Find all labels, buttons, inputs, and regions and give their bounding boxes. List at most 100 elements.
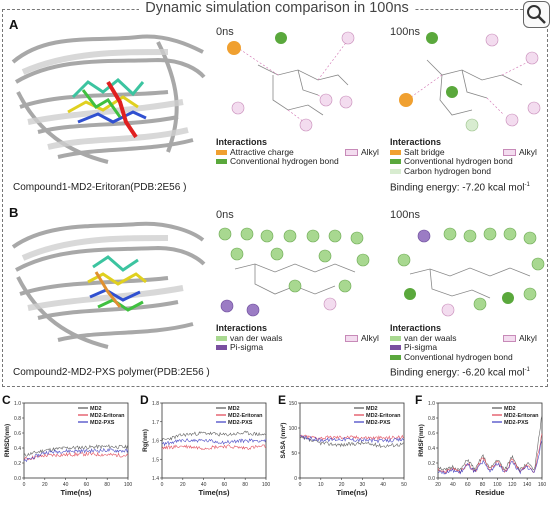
x-tick-label: 50 <box>401 482 407 488</box>
chart-f-letter: F <box>415 393 423 407</box>
legend-item: Pi-sigma <box>390 342 513 353</box>
legend-label: Conventional hydrogen bond <box>404 156 513 166</box>
x-tick-label: 100 <box>262 482 271 488</box>
legend-label: Carbon hydrogen bond <box>404 165 491 176</box>
x-tick-label: 80 <box>480 482 486 488</box>
legend-swatch <box>390 345 401 351</box>
legend-label: Pi-sigma <box>230 342 264 352</box>
panel-a-binding-energy: Binding energy: -7.20 kcal mol-1 <box>390 182 530 193</box>
series-line <box>23 451 129 461</box>
legend-swatch <box>390 354 401 360</box>
y-tick-label: 1.0 <box>14 401 21 407</box>
legend-label: MD2 <box>504 406 516 412</box>
rg-chart: 1.4 1.5 1.6 1.7 1.8 0 20 40 60 80 100 Time(ns) Rg(nm… <box>142 401 271 497</box>
legend-swatch <box>390 159 401 165</box>
series-line <box>437 440 543 475</box>
x-tick-label: 40 <box>450 482 456 488</box>
y-tick-label: 0.4 <box>428 446 435 452</box>
legend-label: MD2-PXS <box>504 420 529 426</box>
protein-structure-a <box>11 34 206 164</box>
x-tick-label: 0 <box>23 482 26 488</box>
y-axis-label: RMSF(nm) <box>418 424 425 457</box>
y-tick-label: 0.6 <box>428 431 435 437</box>
legend-swatch <box>216 159 227 165</box>
legend-swatch <box>345 335 358 343</box>
x-tick-label: 80 <box>242 482 248 488</box>
x-tick-label: 100 <box>124 482 133 488</box>
x-tick-label: 0 <box>299 482 302 488</box>
legend-label: Salt bridge <box>404 146 445 157</box>
legend-swatch <box>503 335 516 343</box>
legend-label: MD2-Eritoran <box>366 413 401 419</box>
panel-a-legend-right: Interactions Salt bridge Conventional hy… <box>390 137 513 177</box>
series-line <box>23 444 129 457</box>
legend-swatch <box>216 149 227 155</box>
plot-frame <box>23 402 129 479</box>
x-tick-label: 120 <box>508 482 517 488</box>
panel-b-caption: Compound2-MD2-PXS polymer(PDB:2E56 ) <box>13 367 210 378</box>
x-tick-label: 40 <box>201 482 207 488</box>
legend-swatch <box>216 345 227 351</box>
y-axis-label: SASA (nm²) <box>280 423 287 459</box>
y-axis-label: RMSD(nm) <box>4 424 11 457</box>
x-axis-label: Time(ns) <box>198 488 230 497</box>
y-tick-label: 0.6 <box>14 431 21 437</box>
y-tick-label: 1.0 <box>428 401 435 407</box>
search-button[interactable] <box>523 1 550 28</box>
series-line <box>299 436 405 448</box>
legend-heading: Interactions <box>216 137 268 147</box>
y-tick-label: 150 <box>289 401 298 407</box>
chart-c-letter: C <box>2 393 11 407</box>
series-line <box>437 433 543 475</box>
energy-unit-sup: -1 <box>524 182 530 188</box>
energy-text: Binding energy: -7.20 kcal mol <box>390 182 525 194</box>
panel-b-time-left: 0ns <box>216 209 234 221</box>
search-icon <box>527 5 546 24</box>
energy-text: Binding energy: -6.20 kcal mol <box>390 367 525 379</box>
x-tick-label: 40 <box>63 482 69 488</box>
y-tick-label: 0.2 <box>428 461 435 467</box>
y-tick-label: 1.7 <box>152 420 159 426</box>
legend-swatch <box>390 168 401 174</box>
panel-a-time-right: 100ns <box>390 26 420 38</box>
legend-label: MD2-PXS <box>366 420 391 426</box>
y-tick-label: 0.8 <box>14 416 21 422</box>
chart-d-letter: D <box>140 393 149 407</box>
panel-a-legend-left: Interactions Attractive charge Conventio… <box>216 137 339 167</box>
legend-label: Conventional hydrogen bond <box>404 351 513 362</box>
y-tick-label: 0.8 <box>428 416 435 422</box>
legend-item: Conventional hydrogen bond <box>216 156 339 167</box>
legend-item: Carbon hydrogen bond <box>390 165 513 177</box>
x-tick-label: 20 <box>339 482 345 488</box>
y-tick-label: 0.4 <box>14 446 21 452</box>
legend-item: Attractive charge <box>216 146 339 158</box>
panel-b-letter: B <box>9 205 19 220</box>
legend-label: Attractive charge <box>230 146 294 157</box>
legend-swatch <box>503 149 516 157</box>
protein-structure-b <box>11 221 206 349</box>
legend-label: Alkyl <box>519 147 537 157</box>
legend-label: Conventional hydrogen bond <box>230 156 339 166</box>
y-tick-label: 0.2 <box>14 461 21 467</box>
legend-label: MD2-PXS <box>90 420 115 426</box>
series-line <box>161 438 267 447</box>
x-axis-label: Time(ns) <box>336 488 368 497</box>
panel-b-binding-energy: Binding energy: -6.20 kcal mol-1 <box>390 367 530 378</box>
series-line <box>161 444 267 451</box>
x-tick-label: 20 <box>180 482 186 488</box>
legend-label: van der waals <box>230 332 283 343</box>
x-tick-label: 20 <box>42 482 48 488</box>
legend-item: Conventional hydrogen bond <box>390 351 513 363</box>
legend-label: Alkyl <box>519 333 537 343</box>
x-axis-label: Time(ns) <box>60 488 92 497</box>
legend-label: MD2 <box>228 406 240 412</box>
panel-a-time-left: 0ns <box>216 26 234 38</box>
panel-a-caption: Compound1-MD2-Eritoran(PDB:2E56 ) <box>13 182 187 193</box>
series-line <box>299 434 405 444</box>
x-tick-label: 0 <box>161 482 164 488</box>
panel-b-legend-right: Interactions van der waals Pi-sigma Conv… <box>390 323 513 363</box>
energy-unit-sup: -1 <box>524 367 530 373</box>
legend-label: MD2-PXS <box>228 420 253 426</box>
legend-label: Alkyl <box>361 333 379 343</box>
x-tick-label: 60 <box>465 482 471 488</box>
